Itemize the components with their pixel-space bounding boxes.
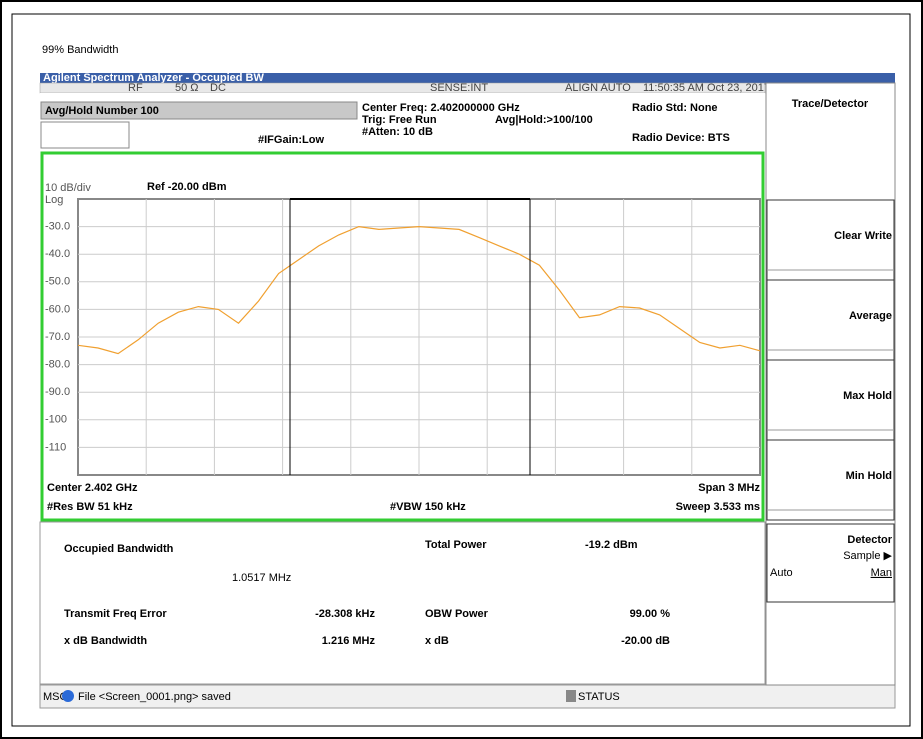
total-power-value: -19.2 dBm bbox=[585, 539, 638, 551]
man: Man bbox=[871, 567, 892, 579]
avg-hold: Avg/Hold Number 100 bbox=[45, 105, 159, 117]
y-tick-label: -100 bbox=[45, 414, 67, 426]
status-icon bbox=[566, 690, 576, 702]
title: 99% Bandwidth bbox=[42, 44, 118, 56]
freq-error-value: -28.308 kHz bbox=[315, 608, 375, 620]
sweep: Sweep 3.533 ms bbox=[676, 501, 760, 513]
window-title: Agilent Spectrum Analyzer - Occupied BW bbox=[43, 72, 264, 84]
y-tick-label: -30.0 bbox=[45, 221, 70, 233]
xdb-bw-label: x dB Bandwidth bbox=[64, 635, 147, 647]
y-tick-label: -80.0 bbox=[45, 359, 70, 371]
info-icon bbox=[62, 690, 74, 702]
status: STATUS bbox=[578, 691, 620, 703]
softkey[interactable] bbox=[766, 279, 895, 361]
softkey-label: Max Hold bbox=[843, 390, 892, 402]
inner-frame bbox=[11, 13, 911, 727]
msg: MSG bbox=[43, 691, 68, 703]
center: Center 2.402 GHz bbox=[47, 482, 138, 494]
softkey-label: Clear Write bbox=[834, 230, 892, 242]
log: Log bbox=[45, 194, 63, 206]
softkey[interactable] bbox=[766, 199, 895, 281]
total-power-label: Total Power bbox=[425, 539, 487, 551]
coupling: DC bbox=[210, 82, 226, 94]
y-tick-label: -40.0 bbox=[45, 248, 70, 260]
results-area bbox=[39, 521, 766, 685]
xdb-bw-value: 1.216 MHz bbox=[322, 635, 376, 647]
trace bbox=[77, 225, 761, 355]
impedance: 50 Ω bbox=[175, 82, 199, 94]
span: Span 3 MHz bbox=[698, 482, 760, 494]
detector-key[interactable] bbox=[766, 523, 895, 603]
softkey-label: Min Hold bbox=[846, 470, 892, 482]
avg-hold-box bbox=[40, 101, 358, 120]
input-box bbox=[40, 121, 130, 149]
time: 11:50:35 AM Oct 23, 2017 bbox=[643, 82, 770, 94]
obw-power-label: OBW Power bbox=[425, 608, 489, 620]
y-tick-label: -60.0 bbox=[45, 303, 70, 315]
softkey[interactable] bbox=[766, 439, 895, 521]
radio-std: Radio Std: None bbox=[632, 102, 718, 114]
y-tick-label: -90.0 bbox=[45, 386, 70, 398]
obw-label: Occupied Bandwidth bbox=[64, 543, 174, 555]
freq-error-label: Transmit Freq Error bbox=[64, 608, 167, 620]
menu-title: Trace/Detector bbox=[792, 98, 869, 110]
softkey[interactable] bbox=[766, 359, 895, 441]
detector-value: Sample ▶ bbox=[843, 550, 892, 562]
window-bar bbox=[40, 73, 895, 83]
center-freq: Center Freq: 2.402000000 GHz bbox=[362, 102, 520, 114]
res-bw: #Res BW 51 kHz bbox=[47, 501, 133, 513]
xdb-label: x dB bbox=[425, 635, 449, 647]
status-bar bbox=[39, 684, 896, 709]
rf: RF bbox=[128, 82, 143, 94]
scale: 10 dB/div bbox=[45, 182, 91, 194]
atten: #Atten: 10 dB bbox=[362, 126, 433, 138]
detector: Detector bbox=[847, 534, 892, 546]
y-tick-label: -110 bbox=[45, 441, 66, 453]
sense: SENSE:INT bbox=[430, 82, 488, 94]
xdb-value: -20.00 dB bbox=[621, 635, 670, 647]
if-gain: #IFGain:Low bbox=[258, 134, 324, 146]
obw-value: 1.0517 MHz bbox=[232, 572, 291, 584]
trig: Trig: Free Run bbox=[362, 114, 437, 126]
ref-level: Ref -20.00 dBm bbox=[147, 181, 227, 193]
vbw: #VBW 150 kHz bbox=[390, 501, 466, 513]
auto: Auto bbox=[770, 567, 793, 579]
avg-hold-count: Avg|Hold:>100/100 bbox=[495, 114, 593, 126]
radio-device: Radio Device: BTS bbox=[632, 132, 730, 144]
y-tick-label: -70.0 bbox=[45, 331, 70, 343]
y-tick-label: -50.0 bbox=[45, 276, 70, 288]
softkey-label: Average bbox=[849, 310, 892, 322]
align: ALIGN AUTO bbox=[565, 82, 631, 94]
message: File <Screen_0001.png> saved bbox=[78, 691, 231, 703]
spectrum-plot: -30.0 -40.0 -50.0 -60.0 -70.0 -80.0 -90.0 -100 -… bbox=[45, 198, 761, 476]
obw-power-value: 99.00 % bbox=[630, 608, 671, 620]
